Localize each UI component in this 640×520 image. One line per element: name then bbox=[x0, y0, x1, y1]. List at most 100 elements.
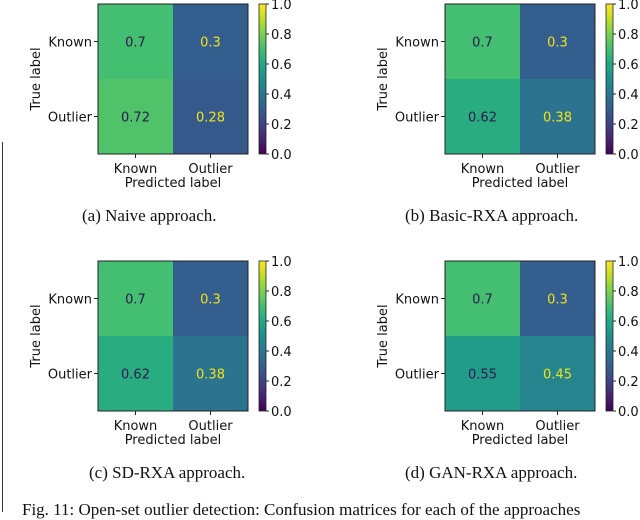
heatmap-frame bbox=[444, 260, 596, 412]
colorbar-tick-label: 0.4 bbox=[271, 345, 292, 360]
y-tick-label: Known bbox=[395, 36, 439, 51]
heatmap-frame bbox=[97, 260, 249, 412]
colorbar-tick-label: 0.4 bbox=[271, 88, 292, 103]
cell-value-label: 0.7 bbox=[125, 293, 146, 308]
y-axis-label: True label bbox=[376, 304, 391, 368]
confusion-matrix-basic-rxa: 0.7 0.3 0.62 0.38 Known Outlier Known Outlier Pr… bbox=[320, 0, 640, 236]
colorbar bbox=[258, 260, 267, 412]
colorbar-tick-label: 0.4 bbox=[618, 345, 639, 360]
heatmap-cell-known-known bbox=[445, 261, 520, 336]
cell-value-label: 0.28 bbox=[196, 111, 225, 126]
y-tick-label: Known bbox=[48, 293, 92, 308]
heatmap-cell-known-outlier bbox=[173, 261, 248, 336]
x-tick-label: Known bbox=[114, 419, 158, 434]
colorbar-tick-label: 0.0 bbox=[271, 405, 292, 420]
x-tick-label: Known bbox=[114, 162, 158, 177]
heatmap-cell-outlier-known bbox=[445, 79, 520, 154]
x-tick-label: Outlier bbox=[188, 162, 233, 177]
cell-value-label: 0.3 bbox=[547, 293, 568, 308]
heatmap-cell-outlier-outlier bbox=[173, 336, 248, 411]
cell-value-label: 0.55 bbox=[468, 368, 497, 383]
heatmap-cell-known-known bbox=[98, 261, 173, 336]
heatmap-frame bbox=[444, 3, 596, 155]
colorbar-tick-label: 1.0 bbox=[271, 0, 292, 13]
x-tick-label: Outlier bbox=[535, 162, 580, 177]
colorbar-tick-label: 0.8 bbox=[618, 28, 639, 43]
cell-value-label: 0.3 bbox=[547, 36, 568, 51]
colorbar-tick-label: 0.0 bbox=[618, 405, 639, 420]
x-axis-label: Predicted label bbox=[472, 176, 569, 191]
colorbar-tick-label: 1.0 bbox=[271, 256, 292, 270]
figure-caption: Fig. 11: Open-set outlier detection: Con… bbox=[22, 500, 581, 519]
heatmap-cell-outlier-known bbox=[445, 336, 520, 411]
heatmap-cell-known-outlier bbox=[173, 4, 248, 79]
heatmap-cell-outlier-known bbox=[98, 336, 173, 411]
colorbar-tick-label: 0.2 bbox=[271, 375, 292, 390]
cell-value-label: 0.45 bbox=[543, 368, 572, 383]
heatmap-cell-outlier-outlier bbox=[520, 79, 595, 154]
cell-value-label: 0.62 bbox=[468, 111, 497, 126]
cell-value-label: 0.7 bbox=[472, 293, 493, 308]
y-tick-label: Outlier bbox=[395, 368, 440, 383]
subcaption-a: (a) Naive approach. bbox=[82, 206, 217, 225]
heatmap-cell-outlier-outlier bbox=[173, 79, 248, 154]
colorbar-tick-label: 0.2 bbox=[271, 118, 292, 133]
y-tick-label: Outlier bbox=[48, 111, 93, 126]
cell-value-label: 0.62 bbox=[121, 368, 150, 383]
colorbar-tick-label: 0.8 bbox=[271, 28, 292, 43]
x-tick-label: Known bbox=[461, 419, 505, 434]
colorbar-tick-label: 0.6 bbox=[271, 315, 292, 330]
colorbar-tick-label: 0.8 bbox=[618, 285, 639, 300]
x-tick-label: Outlier bbox=[535, 419, 580, 434]
cell-value-label: 0.72 bbox=[121, 111, 150, 126]
x-axis-label: Predicted label bbox=[472, 433, 569, 448]
colorbar-tick-label: 0.0 bbox=[271, 148, 292, 163]
cell-value-label: 0.38 bbox=[543, 111, 572, 126]
colorbar bbox=[258, 3, 267, 155]
cell-value-label: 0.3 bbox=[200, 293, 221, 308]
heatmap-frame bbox=[97, 3, 249, 155]
confusion-matrix-sd-rxa: 0.7 0.3 0.62 0.38 Known Outlier Known Outlier Pr… bbox=[0, 255, 320, 492]
y-tick-label: Known bbox=[48, 36, 92, 51]
page-margin-rule bbox=[2, 142, 3, 512]
y-axis-label: True label bbox=[29, 304, 44, 368]
cell-value-label: 0.3 bbox=[200, 36, 221, 51]
colorbar-tick-label: 1.0 bbox=[618, 0, 639, 13]
y-tick-label: Known bbox=[395, 293, 439, 308]
x-axis-label: Predicted label bbox=[125, 433, 222, 448]
heatmap-cell-known-outlier bbox=[520, 261, 595, 336]
colorbar bbox=[605, 260, 614, 412]
colorbar-tick-label: 0.6 bbox=[618, 315, 639, 330]
colorbar-tick-label: 1.0 bbox=[618, 256, 639, 270]
confusion-matrix-naive: 0.7 0.3 0.72 0.28 Known Outlier Known Outlier Pr… bbox=[0, 0, 320, 236]
colorbar bbox=[605, 3, 614, 155]
colorbar-tick-label: 0.8 bbox=[271, 285, 292, 300]
confusion-matrix-gan-rxa: 0.7 0.3 0.55 0.45 Known Outlier Known Outlier Pr… bbox=[320, 255, 640, 492]
subcaption-d: (d) GAN-RXA approach. bbox=[405, 463, 578, 482]
colorbar-tick-label: 0.0 bbox=[618, 148, 639, 163]
subcaption-c: (c) SD-RXA approach. bbox=[89, 463, 246, 482]
heatmap-cell-known-known bbox=[445, 4, 520, 79]
cell-value-label: 0.38 bbox=[196, 368, 225, 383]
heatmap-cell-outlier-known bbox=[98, 79, 173, 154]
colorbar-tick-label: 0.6 bbox=[618, 58, 639, 73]
y-tick-label: Outlier bbox=[395, 111, 440, 126]
colorbar-tick-label: 0.6 bbox=[271, 58, 292, 73]
heatmap-cell-known-known bbox=[98, 4, 173, 79]
x-tick-label: Known bbox=[461, 162, 505, 177]
subcaption-b: (b) Basic-RXA approach. bbox=[405, 206, 579, 225]
colorbar-tick-label: 0.2 bbox=[618, 375, 639, 390]
cell-value-label: 0.7 bbox=[125, 36, 146, 51]
heatmap-cell-known-outlier bbox=[520, 4, 595, 79]
y-tick-label: Outlier bbox=[48, 368, 93, 383]
x-tick-label: Outlier bbox=[188, 419, 233, 434]
y-axis-label: True label bbox=[29, 47, 44, 111]
colorbar-tick-label: 0.4 bbox=[618, 88, 639, 103]
cell-value-label: 0.7 bbox=[472, 36, 493, 51]
x-axis-label: Predicted label bbox=[125, 176, 222, 191]
colorbar-tick-label: 0.2 bbox=[618, 118, 639, 133]
